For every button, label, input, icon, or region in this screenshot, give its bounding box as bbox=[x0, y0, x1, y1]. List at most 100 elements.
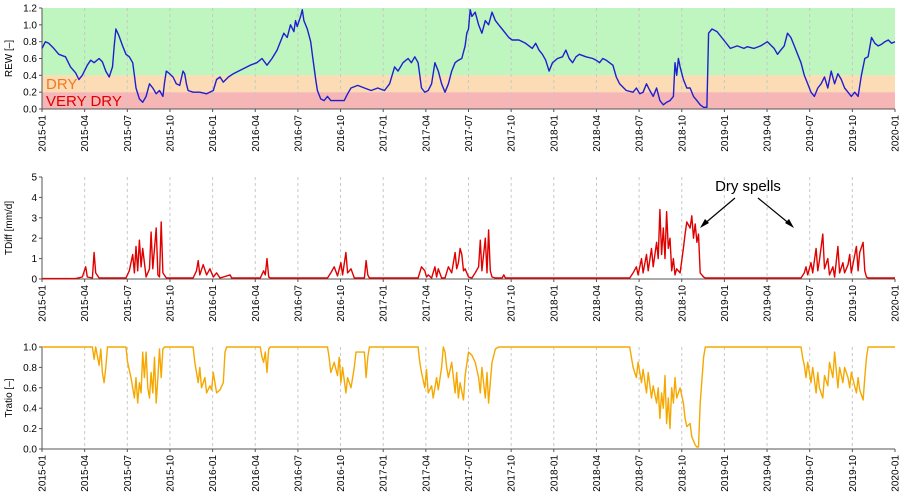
x-tick-label: 2017-04 bbox=[421, 115, 432, 152]
x-tick-label: 2018-01 bbox=[549, 455, 560, 492]
x-tick-label: 2018-04 bbox=[592, 455, 603, 492]
x-tick-label: 2017-01 bbox=[379, 285, 390, 322]
x-tick-label: 2015-01 bbox=[38, 285, 49, 322]
x-tick-label: 2016-07 bbox=[293, 115, 304, 152]
x-tick-label: 2015-04 bbox=[80, 115, 91, 152]
tdiff-panel: 0 1 2 3 4 5 TDiff [mm/d] 2015-01 2015-04 2015-07 2… bbox=[4, 173, 902, 322]
x-tick-label: 2019-01 bbox=[720, 455, 731, 492]
x-tick-label: 2018-10 bbox=[677, 455, 688, 492]
dry-spells-arrowhead-left bbox=[700, 219, 709, 228]
y-tick-label: 1.0 bbox=[23, 20, 37, 31]
x-tick-label: 2017-04 bbox=[421, 285, 432, 322]
x-tick-label: 2015-01 bbox=[38, 115, 49, 152]
x-tick-label: 2017-07 bbox=[464, 115, 475, 152]
x-tick-label: 2016-01 bbox=[208, 285, 219, 322]
series-line bbox=[41, 8, 896, 109]
x-tick-label: 2016-04 bbox=[251, 285, 262, 322]
dry-spells-label: Dry spells bbox=[715, 178, 781, 195]
x-tick-label: 2019-04 bbox=[763, 115, 774, 152]
x-tick-label: 2015-07 bbox=[123, 455, 134, 492]
y-tick-label: 0.8 bbox=[23, 363, 37, 374]
x-tick-label: 2015-04 bbox=[80, 455, 91, 492]
x-tick-label: 2017-07 bbox=[464, 285, 475, 322]
x-tick-label: 2019-04 bbox=[763, 285, 774, 322]
x-tick-label: 2019-10 bbox=[848, 115, 859, 152]
y-tick-label: 0.2 bbox=[23, 88, 37, 99]
y-tick-label: 3 bbox=[31, 213, 37, 224]
y-tick-label: 0.0 bbox=[23, 105, 37, 116]
y-tick-label: 1 bbox=[31, 254, 37, 265]
x-tick-label: 2019-07 bbox=[805, 285, 816, 322]
dry-spells-arrowhead-right bbox=[785, 219, 794, 228]
series-line bbox=[42, 346, 895, 448]
y-tick-label: 0.2 bbox=[23, 424, 37, 435]
x-tick-label: 2016-10 bbox=[336, 455, 347, 492]
x-tick-label: 2017-10 bbox=[507, 285, 518, 322]
x-tick-label: 2019-01 bbox=[720, 285, 731, 322]
x-tick-label: 2016-04 bbox=[251, 115, 262, 152]
x-tick-label: 2018-04 bbox=[592, 115, 603, 152]
x-tick-label: 2019-10 bbox=[848, 285, 859, 322]
x-tick-label: 2020-01 bbox=[891, 285, 902, 322]
y-axis-label: REW [–] bbox=[4, 40, 15, 77]
y-tick-label: 1.0 bbox=[23, 343, 37, 354]
x-tick-label: 2015-01 bbox=[38, 455, 49, 492]
y-tick-label: 0.8 bbox=[23, 37, 37, 48]
x-tick-label: 2015-10 bbox=[165, 285, 176, 322]
x-tick-label: 2016-07 bbox=[293, 455, 304, 492]
x-tick-label: 2015-04 bbox=[80, 285, 91, 322]
x-tick-label: 2016-10 bbox=[336, 285, 347, 322]
x-tick-label: 2016-04 bbox=[251, 455, 262, 492]
y-axis-label: Tratio [–] bbox=[4, 378, 15, 417]
x-tick-label: 2018-01 bbox=[549, 285, 560, 322]
x-tick-label: 2019-10 bbox=[848, 455, 859, 492]
x-tick-label: 2017-01 bbox=[379, 455, 390, 492]
x-tick-label: 2017-07 bbox=[464, 455, 475, 492]
x-tick-label: 2016-10 bbox=[336, 115, 347, 152]
tratio-panel: 0.0 0.2 0.4 0.6 0.8 1.0 Tratio [–] 2015-01 2015-… bbox=[4, 343, 902, 492]
x-tick-label: 2020-01 bbox=[891, 455, 902, 492]
dry-spells-annotation: Dry spells bbox=[700, 178, 794, 228]
y-tick-label: 2 bbox=[31, 234, 37, 245]
x-tick-label: 2018-07 bbox=[635, 285, 646, 322]
x-tick-label: 2017-10 bbox=[507, 115, 518, 152]
x-tick-label: 2017-04 bbox=[421, 455, 432, 492]
zone-band bbox=[42, 75, 895, 93]
x-tick-label: 2019-01 bbox=[720, 115, 731, 152]
x-tick-label: 2016-01 bbox=[208, 115, 219, 152]
x-tick-label: 2020-01 bbox=[891, 115, 902, 152]
x-tick-label: 2018-10 bbox=[677, 115, 688, 152]
x-tick-label: 2019-07 bbox=[805, 455, 816, 492]
zone-label: VERY DRY bbox=[46, 93, 122, 110]
y-tick-label: 1.2 bbox=[23, 4, 37, 15]
x-tick-label: 2015-10 bbox=[165, 115, 176, 152]
y-tick-label: 0.6 bbox=[23, 383, 37, 394]
dry-spells-arrow-left bbox=[702, 197, 736, 226]
x-tick-label: 2015-07 bbox=[123, 285, 134, 322]
y-tick-label: 0.6 bbox=[23, 54, 37, 65]
y-tick-label: 0.4 bbox=[23, 404, 37, 415]
x-tick-label: 2016-01 bbox=[208, 455, 219, 492]
x-tick-label: 2017-01 bbox=[379, 115, 390, 152]
series-line bbox=[42, 208, 895, 280]
y-tick-label: 5 bbox=[31, 173, 37, 184]
x-tick-label: 2018-04 bbox=[592, 285, 603, 322]
y-tick-label: 0.0 bbox=[23, 445, 37, 456]
y-tick-label: 0 bbox=[31, 275, 37, 286]
x-tick-label: 2015-07 bbox=[123, 115, 134, 152]
y-tick-label: 0.4 bbox=[23, 71, 37, 82]
x-tick-label: 2019-07 bbox=[805, 115, 816, 152]
x-tick-label: 2018-01 bbox=[549, 115, 560, 152]
x-tick-label: 2016-07 bbox=[293, 285, 304, 322]
x-tick-label: 2018-07 bbox=[635, 115, 646, 152]
x-tick-label: 2015-10 bbox=[165, 455, 176, 492]
zone-label: DRY bbox=[46, 76, 77, 93]
y-axis-label: TDiff [mm/d] bbox=[4, 201, 15, 255]
x-tick-label: 2018-10 bbox=[677, 285, 688, 322]
y-tick-label: 4 bbox=[31, 193, 37, 204]
x-tick-label: 2018-07 bbox=[635, 455, 646, 492]
x-tick-label: 2017-10 bbox=[507, 455, 518, 492]
dry-spells-arrow-right bbox=[757, 197, 792, 226]
